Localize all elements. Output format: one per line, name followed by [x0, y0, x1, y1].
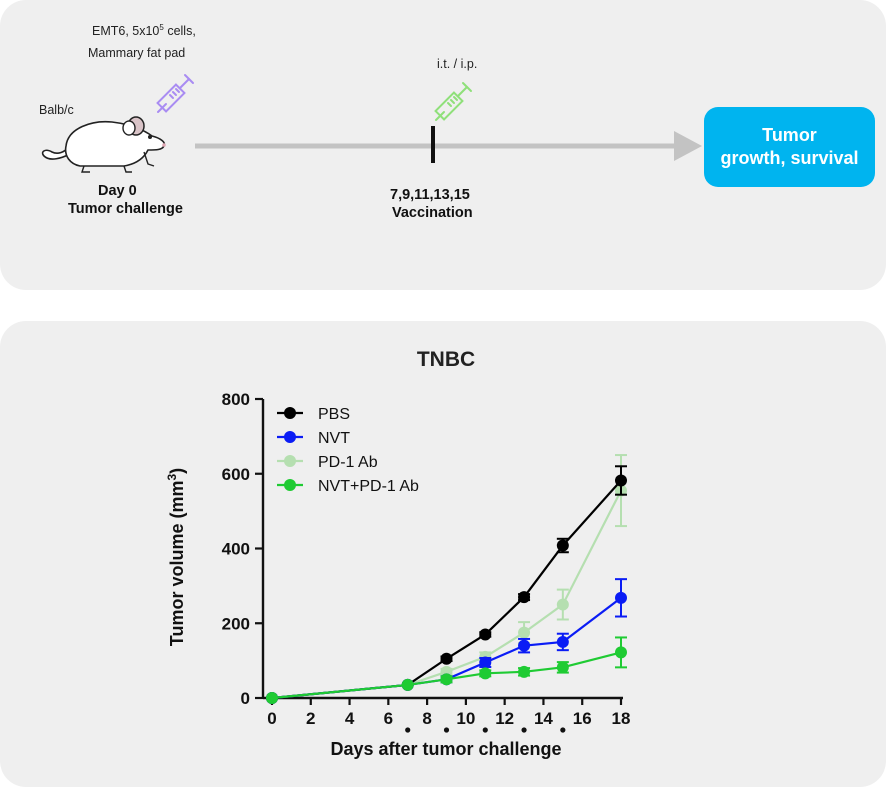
y-axis-label: Tumor volume (mm3) — [165, 468, 187, 646]
legend-marker — [284, 407, 296, 419]
legend-label: NVT — [318, 430, 350, 447]
cells-label-prefix: EMT6, 5x10 — [92, 24, 160, 39]
mouse-icon — [41, 116, 166, 173]
chart-axes — [261, 399, 623, 700]
data-point — [479, 667, 492, 680]
data-point — [518, 639, 531, 652]
route-label: i.t. / i.p. — [437, 57, 478, 71]
y-tick-label: 400 — [222, 540, 250, 559]
legend-label: PD-1 Ab — [318, 454, 378, 471]
legend-label: PBS — [318, 406, 350, 423]
y-axis-label-sup: 3 — [165, 474, 179, 481]
x-tick-label: 12 — [495, 709, 514, 728]
data-point — [479, 628, 492, 641]
data-point — [556, 539, 569, 552]
vaccination-label: Vaccination — [392, 205, 473, 221]
chart-series — [266, 454, 627, 704]
data-point — [401, 678, 414, 691]
data-point — [556, 661, 569, 674]
chart-legend: PBS NVT PD-1 Ab NVT+PD-1 Ab — [277, 406, 419, 495]
data-point — [556, 598, 569, 611]
mouse-strain-label: Balb/c — [39, 103, 74, 117]
y-axis-label-main: Tumor volume (mm — [167, 481, 187, 647]
data-point — [615, 591, 627, 604]
y-tick-label: 600 — [222, 465, 250, 484]
timeline-arrow — [195, 126, 702, 163]
data-point — [518, 626, 531, 639]
x-tick-label: 10 — [456, 709, 475, 728]
vaccination-days-label: 7,9,11,13,15 — [390, 187, 470, 203]
legend-marker — [284, 455, 296, 467]
y-tick-label: 0 — [241, 689, 250, 708]
vaccination-marker — [482, 727, 488, 733]
data-point — [518, 591, 531, 604]
y-axis-label-close: ) — [167, 468, 187, 474]
syringe-icon-2 — [434, 82, 472, 121]
x-tick-label: 8 — [422, 709, 431, 728]
legend-label: NVT+PD-1 Ab — [318, 478, 419, 495]
x-tick-label: 4 — [345, 709, 355, 728]
legend-marker — [284, 479, 296, 491]
vaccination-marker — [560, 727, 566, 733]
outcome-box: Tumor growth, survival — [704, 107, 875, 187]
injection-site-label: Mammary fat pad — [88, 46, 186, 60]
outcome-label: Tumor growth, survival — [720, 125, 859, 168]
data-point — [479, 656, 492, 669]
day0-label: Day 0 — [98, 183, 137, 199]
cells-label-suffix: cells, — [163, 24, 196, 39]
data-point — [440, 652, 453, 665]
x-tick-label: 18 — [612, 709, 631, 728]
cells-exponent: 5 — [159, 23, 164, 32]
tumor-challenge-label: Tumor challenge — [68, 201, 183, 217]
legend-marker — [284, 431, 296, 443]
x-axis-label: Days after tumor challenge — [330, 739, 561, 759]
data-point — [440, 673, 453, 686]
x-tick-label: 16 — [573, 709, 592, 728]
data-point — [266, 692, 278, 704]
x-tick-label: 14 — [534, 709, 553, 728]
vaccination-marker — [443, 727, 450, 733]
x-tick-label: 6 — [384, 709, 393, 728]
series-nvt-pd-1-ab — [266, 636, 627, 704]
y-tick-label: 200 — [222, 614, 250, 633]
data-point — [615, 646, 627, 659]
timeline-panel: Balb/c EMT6, 5x105 cells, Mammary fat pa… — [0, 0, 886, 290]
data-point — [518, 665, 531, 678]
y-tick-label: 800 — [222, 390, 250, 409]
cells-label: EMT6, 5x105 cells, — [92, 23, 196, 38]
tumor-volume-chart: TNBC 0 200 400 600 800 0 2 4 6 8 10 12 14 16 18 PBS NVT… — [165, 348, 631, 759]
data-point — [615, 474, 627, 487]
syringe-icon — [156, 74, 194, 113]
vaccination-markers — [405, 727, 566, 733]
chart-panel: TNBC 0 200 400 600 800 0 2 4 6 8 10 12 14 16 18 PBS NVT… — [0, 321, 886, 787]
chart-title: TNBC — [417, 348, 475, 371]
vaccination-marker — [521, 727, 527, 733]
chart-ticks: 0 200 400 600 800 0 2 4 6 8 10 12 14 16 18 — [222, 390, 631, 728]
x-tick-label: 0 — [267, 709, 276, 728]
vaccination-marker — [405, 727, 411, 733]
data-point — [556, 635, 569, 648]
x-tick-label: 2 — [306, 709, 315, 728]
